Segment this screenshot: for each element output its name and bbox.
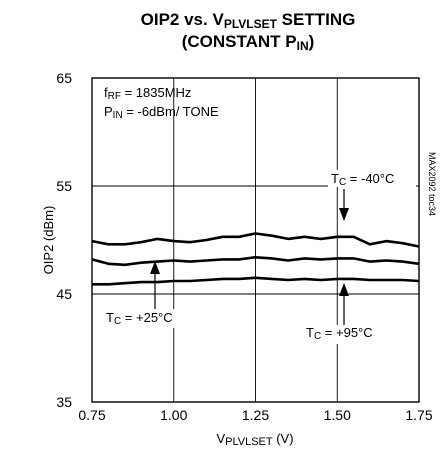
x-tick-label: 0.75	[78, 407, 105, 423]
series-line-1	[91, 256, 420, 267]
x-tick-label: 1.50	[324, 407, 351, 423]
grid	[92, 78, 419, 402]
series-label-minus40: TC = -40°C	[331, 171, 394, 188]
y-tick-label: 45	[56, 286, 72, 302]
x-tick-labels: 0.75 1.00 1.25 1.50 1.75	[78, 407, 432, 423]
y-tick-label: 55	[56, 178, 72, 194]
plot-area	[91, 77, 420, 403]
chart-title-line1: OIP2 vs. VPLVLSET SETTING	[141, 10, 356, 31]
x-tick-label: 1.00	[160, 407, 187, 423]
y-axis-label: OIP2 (dBm)	[41, 206, 56, 275]
label-bg-minus40	[328, 170, 416, 187]
x-axis-label: VPLVLSET (V)	[216, 431, 293, 448]
chart-title-line2: (CONSTANT PIN)	[182, 32, 315, 53]
arrow-minus40	[339, 189, 349, 221]
y-tick-label: 35	[56, 394, 72, 410]
y-tick-label: 65	[56, 70, 72, 86]
x-tick-label: 1.75	[405, 407, 432, 423]
condition-input-power: PIN = -6dBm/ TONE	[104, 104, 219, 121]
figure-code: MAX2092 toc34	[427, 152, 437, 216]
label-bg-plus95	[303, 325, 401, 344]
series-label-plus95: TC = +95°C	[306, 325, 373, 342]
y-tick-labels: 35 45 55 65	[56, 70, 72, 410]
label-bg-plus25	[102, 309, 198, 328]
x-tick-label: 1.25	[242, 407, 269, 423]
series-group	[91, 232, 420, 286]
arrow-plus95	[339, 283, 349, 325]
series-label-plus25: TC = +25°C	[106, 310, 173, 327]
series-line-2	[92, 276, 420, 286]
series-line-0	[91, 232, 420, 248]
arrow-plus25	[150, 261, 160, 309]
condition-frequency: fRF = 1835MHz	[104, 85, 191, 102]
